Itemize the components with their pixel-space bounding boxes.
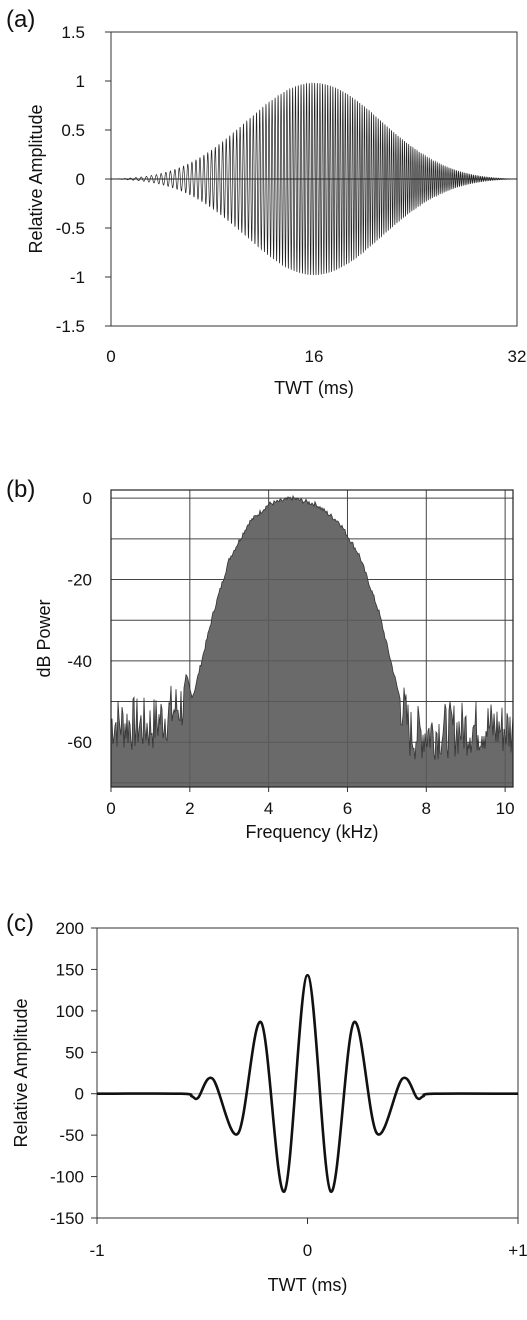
x-tick-label-c: -1 [89, 1241, 104, 1260]
panel-label-c: (c) [6, 910, 34, 937]
wavelet-series-c [96, 973, 519, 1193]
y-tick-label-c: 100 [56, 1002, 84, 1021]
chart-a-svg: 1.5 1 0.5 0 -0.5 -1 -1.5 0 16 32 TWT (ms) Relative … [26, 23, 527, 398]
y-tick-label-a: 0.5 [61, 121, 85, 140]
y-tick-label-a: 1.5 [61, 23, 85, 42]
chart-b-svg: 0 -20 -40 -60 0 2 4 6 8 10 Frequency (kHz) dB Power [34, 489, 515, 842]
y-tick-label-b: -20 [67, 571, 92, 590]
y-tick-label-a: -1.5 [56, 317, 85, 336]
panel-a: (a) 1.5 1 0.5 0 -0.5 -1 -1.5 0 16 32 TWT (ms) Relat… [0, 0, 527, 400]
x-tick-label-b: 6 [343, 799, 352, 818]
y-tick-label-c: -50 [59, 1126, 84, 1145]
y-tick-label-b: -40 [67, 652, 92, 671]
chart-c-svg: 200 150 100 50 0 -50 -100 -150 -1 0 +1 TWT (ms) Rela… [11, 919, 527, 1295]
plot-frame-b [110, 489, 514, 788]
x-tick-label-b: 2 [185, 799, 194, 818]
y-axis-label-b: dB Power [34, 599, 54, 677]
x-tick-label-b: 8 [422, 799, 431, 818]
y-tick-label-a: 0 [76, 170, 85, 189]
x-tick-label-b: 10 [496, 799, 515, 818]
y-axis-label-a: Relative Amplitude [26, 104, 46, 253]
x-tick-label-c: +1 [508, 1241, 527, 1260]
x-tick-label-b: 4 [264, 799, 273, 818]
y-axis-label-c: Relative Amplitude [11, 998, 31, 1147]
y-tick-label-a: -1 [70, 268, 85, 287]
y-tick-label-b: 0 [83, 489, 92, 508]
chirp-series-a [111, 82, 517, 276]
y-tick-label-c: 0 [75, 1085, 84, 1104]
x-tick-label-a: 0 [106, 347, 115, 366]
y-tick-label-c: -100 [50, 1168, 84, 1187]
x-tick-label-b: 0 [106, 799, 115, 818]
panel-label-a: (a) [6, 6, 36, 33]
spectrum-series-b [110, 494, 514, 788]
y-tick-label-c: -150 [50, 1209, 84, 1228]
plot-frame-c [96, 927, 519, 1219]
x-tick-label-a: 16 [305, 347, 324, 366]
y-tick-label-a: 1 [76, 72, 85, 91]
panel-b: (b) 0 -20 -40 -60 0 2 4 6 8 10 Frequency (kHz) dB P… [0, 470, 527, 890]
y-tick-label-c: 50 [65, 1043, 84, 1062]
x-axis-label-b: Frequency (kHz) [245, 822, 378, 842]
x-axis-label-a: TWT (ms) [274, 378, 354, 398]
panel-label-b: (b) [6, 476, 36, 503]
x-tick-label-a: 32 [508, 347, 527, 366]
panel-c: (c) 200 150 100 50 0 -50 -100 -150 -1 0 +1 TWT (ms)… [0, 910, 527, 1320]
y-tick-label-b: -60 [67, 733, 92, 752]
x-tick-label-c: 0 [303, 1241, 312, 1260]
y-tick-label-c: 200 [56, 919, 84, 938]
y-tick-label-c: 150 [56, 960, 84, 979]
x-axis-label-c: TWT (ms) [268, 1275, 348, 1295]
y-tick-label-a: -0.5 [56, 219, 85, 238]
